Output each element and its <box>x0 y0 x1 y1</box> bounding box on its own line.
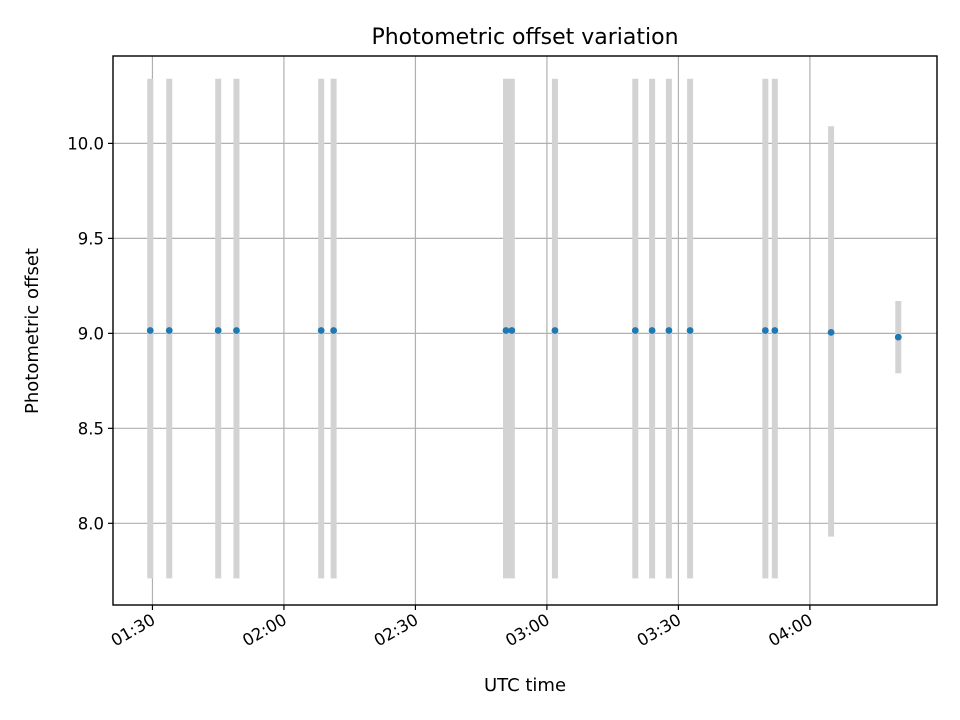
data-point <box>761 327 769 334</box>
data-point <box>648 327 656 334</box>
y-tick-label: 9.0 <box>78 324 104 343</box>
data-points <box>146 327 902 341</box>
data-point <box>146 327 154 334</box>
data-point <box>631 327 639 334</box>
data-point <box>686 327 694 334</box>
y-tick-label: 8.5 <box>78 419 104 438</box>
data-point <box>214 327 222 334</box>
y-tick-label: 8.0 <box>78 514 104 533</box>
x-axis-label: UTC time <box>484 675 566 696</box>
data-point <box>508 327 516 334</box>
data-point <box>894 333 902 341</box>
grid-lines <box>113 56 937 605</box>
data-point <box>317 327 325 334</box>
data-point <box>233 327 240 334</box>
data-point <box>165 327 173 334</box>
y-axis-label: Photometric offset <box>22 248 43 414</box>
data-point <box>502 327 510 334</box>
data-point <box>771 327 779 334</box>
data-point <box>665 327 673 334</box>
y-tick-label: 10.0 <box>67 134 104 153</box>
plot-frame <box>112 55 938 606</box>
data-point <box>827 328 835 336</box>
y-tick-label: 9.5 <box>78 229 104 248</box>
chart-title: Photometric offset variation <box>371 25 678 50</box>
data-point <box>551 327 559 334</box>
data-point <box>330 327 338 334</box>
